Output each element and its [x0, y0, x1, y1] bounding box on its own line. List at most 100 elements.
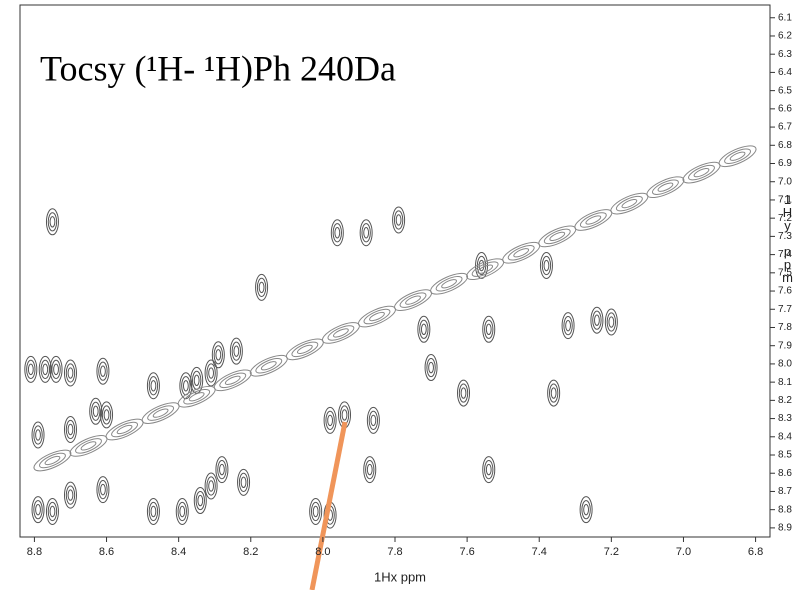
contour-ring: [484, 319, 494, 339]
contour-ring: [47, 501, 58, 522]
peak: [330, 219, 344, 247]
contour-ring: [482, 315, 496, 343]
peak: [63, 416, 77, 444]
y-tick-label: 6.7: [778, 122, 792, 133]
contour-ring: [592, 310, 602, 330]
contour-ring: [63, 359, 77, 387]
contour-ring: [507, 245, 535, 261]
contour-ring: [333, 328, 349, 338]
y-tick-label: 8.7: [778, 486, 792, 497]
contour-ring: [361, 223, 371, 243]
contour-ring: [460, 387, 467, 399]
contour-ring: [538, 225, 577, 248]
contour-ring: [590, 306, 604, 334]
contour-ring: [339, 405, 350, 425]
contour-ring: [255, 357, 283, 374]
y-tick-label: 7.9: [778, 340, 792, 351]
peak: [430, 272, 469, 295]
contour-ring: [615, 195, 643, 212]
contour-ring: [211, 341, 225, 369]
contour-ring: [152, 408, 169, 418]
y-axis-label: 1Hy ppm: [780, 192, 795, 283]
contour-ring: [419, 319, 429, 339]
y-tick-label: 8.2: [778, 395, 792, 406]
contour-ring: [45, 208, 59, 236]
contour-ring: [35, 429, 41, 441]
contour-ring: [435, 276, 463, 292]
x-tick-label: 8.4: [171, 546, 186, 558]
contour-ring: [718, 145, 757, 168]
contour-ring: [33, 500, 43, 520]
y-tick-label: 7.6: [778, 286, 792, 297]
contour-ring: [682, 161, 721, 184]
peak: [309, 497, 323, 525]
contour-ring: [395, 214, 402, 226]
x-tick-label: 7.6: [459, 546, 474, 558]
x-axis-label: 1Hx ppm: [374, 569, 426, 584]
y-tick-label: 8.3: [778, 413, 792, 424]
contour-ring: [100, 401, 114, 429]
contour-ring: [146, 372, 160, 400]
contour-ring: [26, 359, 36, 379]
y-tick-label: 8.8: [778, 504, 792, 515]
contour-ring: [502, 241, 541, 264]
contour-ring: [229, 337, 243, 365]
contour-ring: [369, 311, 385, 322]
contour-ring: [195, 490, 205, 511]
contour-ring: [33, 425, 43, 445]
contour-ring: [426, 357, 436, 378]
x-tick-label: 8.0: [315, 546, 330, 558]
peak: [229, 337, 243, 365]
contour-ring: [183, 388, 211, 405]
peak: [146, 497, 160, 525]
y-tick-label: 6.2: [778, 31, 792, 42]
peak: [237, 468, 251, 496]
contour-ring: [417, 315, 431, 343]
contour-ring: [651, 179, 679, 195]
contour-ring: [291, 341, 319, 358]
contour-ring: [150, 505, 157, 518]
contour-ring: [188, 392, 205, 402]
contour-ring: [606, 312, 617, 332]
contour-ring: [67, 367, 74, 379]
contour-ring: [285, 338, 324, 361]
peak: [682, 161, 721, 184]
peak: [285, 338, 324, 361]
contour-ring: [561, 312, 575, 340]
contour-ring: [98, 480, 108, 500]
contour-ring: [621, 198, 638, 209]
contour-ring: [38, 355, 52, 383]
peak: [100, 401, 114, 429]
contour-ring: [458, 383, 469, 403]
contour-ring: [147, 405, 175, 421]
contour-ring: [181, 376, 191, 396]
peak: [417, 315, 431, 343]
contour-ring: [42, 363, 49, 376]
contour-ring: [240, 476, 247, 489]
y-tick-label: 6.1: [778, 12, 792, 23]
contour-ring: [325, 410, 335, 430]
peak: [49, 355, 63, 383]
contour-ring: [150, 380, 157, 392]
contour-ring: [44, 455, 61, 466]
contour-ring: [581, 500, 591, 520]
contour-ring: [80, 441, 97, 451]
contour-ring: [35, 503, 41, 516]
contour-ring: [585, 215, 602, 225]
peak: [394, 289, 433, 311]
chart-title: Tocsy (¹H- ¹H)Ph 240Da: [40, 48, 396, 88]
peak: [24, 355, 38, 383]
contour-ring: [428, 361, 434, 374]
contour-ring: [233, 345, 240, 357]
contour-ring: [393, 210, 404, 230]
peak: [502, 241, 541, 264]
contour-ring: [543, 228, 571, 245]
peak: [69, 435, 108, 457]
peak: [33, 449, 72, 472]
contour-ring: [550, 387, 557, 399]
peak: [590, 306, 604, 334]
contour-ring: [366, 463, 373, 476]
contour-ring: [219, 372, 247, 389]
contour-ring: [182, 380, 189, 392]
contour-ring: [424, 354, 438, 382]
